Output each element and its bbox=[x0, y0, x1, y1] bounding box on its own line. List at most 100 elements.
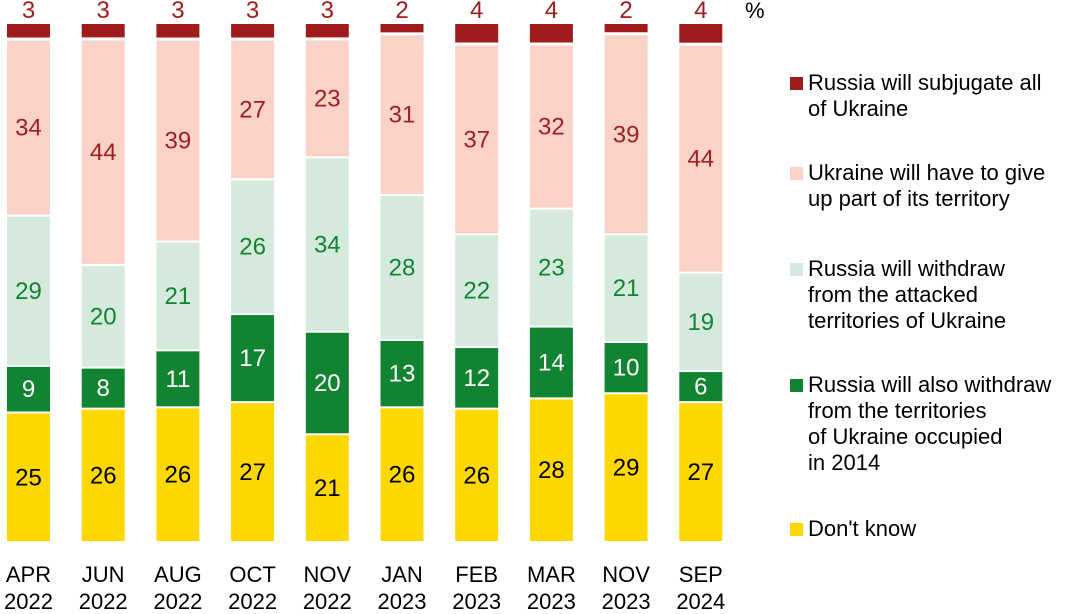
data-label: 12 bbox=[463, 365, 490, 392]
x-tick-label: MAR 2023 bbox=[527, 562, 576, 614]
data-label: 22 bbox=[463, 278, 490, 305]
bar-segment bbox=[7, 24, 50, 38]
bar-segment bbox=[231, 180, 275, 314]
data-label: 21 bbox=[613, 275, 640, 302]
unit-label: % bbox=[745, 0, 765, 23]
bar-segment bbox=[604, 394, 648, 541]
data-label: 37 bbox=[463, 126, 490, 153]
x-tick-label: NOV 2023 bbox=[602, 562, 651, 614]
data-label: 34 bbox=[314, 232, 341, 259]
x-tick-label: SEP 2024 bbox=[676, 562, 725, 614]
data-label: 11 bbox=[165, 366, 190, 393]
data-label: 2 bbox=[619, 0, 632, 24]
data-label: 31 bbox=[389, 102, 416, 129]
legend-label: Ukraine will have to give up part of its… bbox=[808, 160, 1046, 211]
data-label: 3 bbox=[97, 0, 110, 24]
data-label: 29 bbox=[613, 455, 640, 482]
data-label: 2 bbox=[395, 0, 408, 24]
data-label: 4 bbox=[694, 0, 707, 24]
bar-segment bbox=[380, 340, 424, 407]
data-label: 14 bbox=[538, 349, 565, 376]
bar-segment bbox=[679, 24, 723, 43]
bar-segment bbox=[455, 24, 499, 43]
bar-segment bbox=[380, 408, 424, 541]
data-label: 3 bbox=[246, 0, 259, 24]
bar-segment bbox=[380, 195, 424, 339]
data-label: 23 bbox=[314, 85, 341, 112]
bar-segment bbox=[604, 35, 648, 234]
bar-segment bbox=[455, 235, 499, 347]
bar-segment bbox=[305, 435, 349, 541]
bar-segment bbox=[231, 403, 275, 541]
bar-segment bbox=[231, 24, 275, 38]
bar-segment bbox=[156, 40, 200, 241]
x-tick-label: FEB 2023 bbox=[452, 562, 501, 614]
bar-segment bbox=[81, 409, 125, 541]
bar-segment bbox=[156, 351, 200, 407]
data-label: 27 bbox=[239, 459, 266, 486]
data-label: 4 bbox=[545, 0, 558, 24]
data-label: 25 bbox=[15, 464, 42, 491]
data-label: 26 bbox=[165, 462, 192, 489]
bar-segment bbox=[81, 24, 125, 38]
data-label: 4 bbox=[470, 0, 483, 24]
bar-segment bbox=[380, 35, 424, 194]
bar-segment bbox=[455, 409, 499, 541]
bar-segment bbox=[7, 366, 50, 412]
bar-segment bbox=[231, 40, 275, 179]
data-label: 28 bbox=[389, 254, 416, 281]
bar-segment bbox=[529, 209, 573, 326]
data-label: 26 bbox=[389, 462, 416, 489]
data-label: 20 bbox=[314, 370, 341, 397]
bar-segment bbox=[305, 40, 349, 157]
legend-label: Russia will also withdraw from the terri… bbox=[808, 372, 1052, 475]
bar-segment bbox=[7, 40, 50, 215]
bar-segment bbox=[81, 40, 125, 265]
bar-segment bbox=[679, 403, 723, 541]
data-label: 27 bbox=[687, 459, 714, 486]
bar-segment bbox=[604, 24, 648, 33]
bar-segment bbox=[7, 413, 50, 541]
x-tick-label: OCT 2022 bbox=[228, 562, 277, 614]
data-label: 26 bbox=[239, 234, 266, 261]
bar-segment bbox=[529, 327, 573, 398]
legend-label: Don't know bbox=[808, 516, 917, 541]
bar-segment bbox=[679, 273, 723, 371]
bar-segment bbox=[679, 372, 723, 402]
bar-segment bbox=[231, 315, 275, 402]
bar-segment bbox=[604, 235, 648, 341]
data-label: 21 bbox=[314, 475, 341, 502]
data-label: 3 bbox=[321, 0, 334, 24]
data-label: 23 bbox=[538, 255, 565, 282]
data-label: 21 bbox=[165, 283, 192, 310]
x-tick-label: APR 2022 bbox=[4, 562, 53, 614]
data-label: 20 bbox=[90, 303, 117, 330]
data-label: 28 bbox=[538, 457, 565, 484]
data-label: 13 bbox=[389, 361, 416, 388]
data-label: 6 bbox=[694, 374, 707, 401]
bar-segment bbox=[529, 45, 573, 208]
data-label: 19 bbox=[687, 309, 714, 336]
legend-swatch bbox=[790, 523, 803, 536]
bar-segment bbox=[380, 24, 424, 33]
data-label: 10 bbox=[613, 355, 640, 382]
data-label: 39 bbox=[613, 121, 640, 148]
bar-segment bbox=[81, 266, 125, 367]
bar-segment bbox=[529, 24, 573, 43]
bar-segment bbox=[156, 24, 200, 38]
bar-segment bbox=[529, 399, 573, 541]
data-label: 39 bbox=[165, 128, 192, 155]
data-label: 3 bbox=[22, 0, 35, 24]
bar-segment bbox=[604, 342, 648, 393]
bar-segment bbox=[305, 158, 349, 331]
legend-label: Russia will withdraw from the attacked t… bbox=[808, 256, 1007, 333]
data-label: 27 bbox=[239, 96, 266, 123]
data-label: 26 bbox=[463, 462, 490, 489]
bar-segment bbox=[679, 45, 723, 272]
x-tick-label: JUN 2022 bbox=[79, 562, 128, 614]
data-label: 17 bbox=[239, 345, 266, 372]
bar-segment bbox=[305, 24, 349, 38]
data-label: 26 bbox=[90, 462, 117, 489]
legend-swatch bbox=[790, 167, 803, 180]
